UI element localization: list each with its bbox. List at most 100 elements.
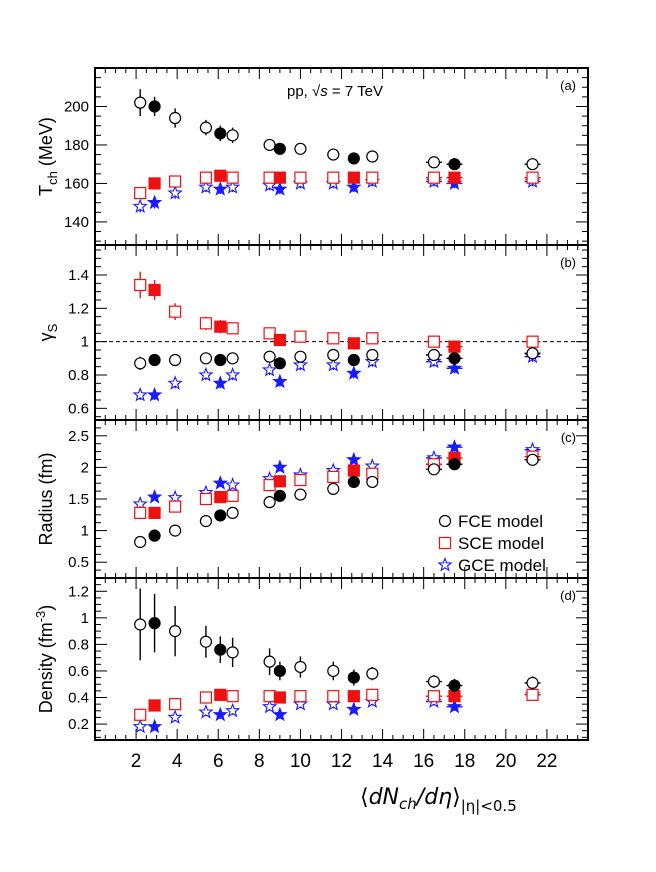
series-gce xyxy=(132,348,541,402)
gce-point xyxy=(272,459,288,474)
fce-point xyxy=(347,152,360,165)
y-tick-label: 1.2 xyxy=(68,300,89,317)
gce-point xyxy=(132,386,148,402)
fce-point xyxy=(273,664,286,678)
sce-point xyxy=(526,335,539,348)
legend-marker-sce xyxy=(438,536,452,550)
sce-point xyxy=(273,171,286,184)
panel-c: 0.5 1 1.5 2 2.5 (c) Radius (fm) xyxy=(36,419,589,579)
fce-point xyxy=(263,655,276,668)
gce-point xyxy=(212,706,228,722)
gce-point xyxy=(261,361,278,377)
fce-point xyxy=(526,676,539,690)
y-tick-label: 0.6 xyxy=(68,663,89,680)
gce-point xyxy=(212,475,228,490)
sce-point xyxy=(199,691,213,704)
gce-point xyxy=(167,709,183,724)
gce-point xyxy=(132,495,148,511)
fce-point xyxy=(347,475,360,489)
sce-point xyxy=(427,171,441,184)
panel-label: (c) xyxy=(561,430,576,445)
fce-point xyxy=(199,352,213,365)
fce-point xyxy=(448,352,461,365)
legend-label-gce: GCE model xyxy=(458,556,546,575)
panel-b: 0.6 0.8 1 1.2 1.4 (b) γS xyxy=(36,244,589,421)
fce-point xyxy=(294,660,307,674)
sce-point xyxy=(327,470,340,483)
sce-point xyxy=(347,171,360,184)
fce-point xyxy=(427,675,441,688)
y-tick-label: 2.5 xyxy=(68,428,89,445)
y-tick-label: 1.4 xyxy=(68,267,89,284)
y-tick-label: 1.5 xyxy=(68,491,89,508)
sce-point xyxy=(263,171,276,184)
sce-point xyxy=(263,690,276,703)
sce-point xyxy=(526,688,539,701)
fce-point xyxy=(366,667,379,680)
y-tick-label: 0.2 xyxy=(68,716,89,733)
x-tick-label: 6 xyxy=(213,751,224,772)
fce-point xyxy=(347,671,360,684)
fce-point xyxy=(526,453,539,466)
gce-point xyxy=(198,366,214,382)
fce-point xyxy=(427,463,441,476)
fce-point xyxy=(148,353,161,367)
fce-point xyxy=(226,352,239,365)
fce-point xyxy=(263,496,276,509)
sce-point xyxy=(226,322,239,335)
gce-point xyxy=(198,704,214,719)
fce-point xyxy=(169,524,182,537)
legend-label-fce: FCE model xyxy=(458,512,543,531)
sce-point xyxy=(294,473,307,487)
gce-point xyxy=(224,477,241,492)
sce-point xyxy=(214,688,227,701)
fce-point xyxy=(148,100,161,113)
legend-label-sce: SCE model xyxy=(458,534,544,553)
fce-point xyxy=(273,489,286,502)
sce-point xyxy=(327,171,340,184)
panel-frame xyxy=(94,419,589,579)
sce-point xyxy=(273,333,286,347)
sce-point xyxy=(366,171,379,184)
x-tick-label: 8 xyxy=(254,751,265,772)
y-tick-label: 0.6 xyxy=(68,400,89,417)
sce-point xyxy=(214,491,227,504)
sce-point xyxy=(134,708,147,721)
y-tick-label: 1 xyxy=(81,334,89,351)
fce-point xyxy=(134,96,147,109)
panel-label: (b) xyxy=(560,255,576,270)
sce-point xyxy=(347,464,360,477)
sce-point xyxy=(134,186,147,200)
sce-point xyxy=(347,337,360,350)
sce-point xyxy=(134,278,147,292)
gce-point xyxy=(146,386,163,402)
sce-point xyxy=(526,171,539,184)
gce-point xyxy=(224,366,241,382)
fce-point xyxy=(148,617,161,630)
gce-point xyxy=(272,181,288,196)
fce-point xyxy=(294,350,307,363)
x-tick-label: 14 xyxy=(372,751,394,772)
fce-point xyxy=(327,664,340,678)
fce-point xyxy=(134,357,147,370)
sce-point xyxy=(226,690,239,703)
fce-point xyxy=(273,142,286,155)
fce-point xyxy=(226,646,239,659)
y-tick-label: 0.8 xyxy=(68,636,89,653)
gce-point xyxy=(346,179,362,194)
sce-point xyxy=(448,690,461,703)
gce-point xyxy=(167,184,183,200)
fce-point xyxy=(214,353,227,367)
gce-point xyxy=(272,706,288,722)
sce-point xyxy=(199,317,213,330)
fce-point xyxy=(526,347,539,360)
gce-point xyxy=(224,179,241,194)
sce-point xyxy=(427,335,441,348)
fce-point xyxy=(214,127,227,140)
y-axis-label: Density (fm-3) xyxy=(33,605,56,714)
gce-point xyxy=(261,698,278,714)
fce-point xyxy=(169,353,182,367)
y-axis-label: Radius (fm) xyxy=(36,452,56,545)
series-sce xyxy=(134,271,541,353)
